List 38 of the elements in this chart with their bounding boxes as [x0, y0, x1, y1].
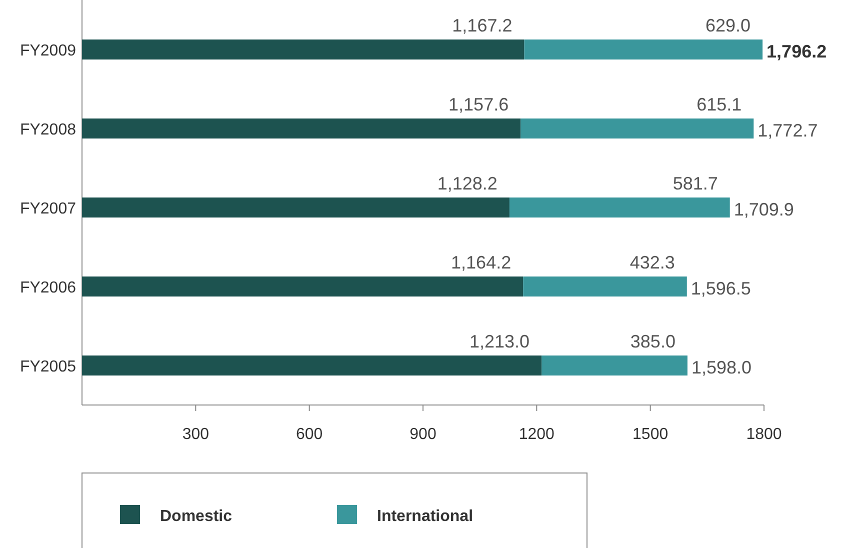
data-label: 1,167.2 [452, 16, 512, 36]
y-tick-label: FY2009 [20, 42, 76, 60]
bar [82, 40, 524, 60]
data-label: 629.0 [706, 16, 751, 36]
x-tick-label: 1200 [518, 426, 555, 443]
data-label: 1,164.2 [451, 252, 512, 272]
data-label: 385.0 [630, 332, 676, 352]
data-label: 1,213.0 [470, 332, 530, 352]
legend-label: Domestic [160, 508, 232, 525]
x-tick-label: 600 [296, 426, 323, 443]
x-tick-label: 1500 [632, 426, 668, 443]
bar [82, 276, 524, 296]
x-tick-label: 300 [182, 426, 210, 443]
y-tick-label: FY2007 [20, 200, 76, 218]
data-label: 1,157.6 [448, 94, 509, 114]
y-tick-label: FY2005 [20, 358, 76, 376]
bar [542, 356, 688, 376]
legend-label: International [377, 508, 474, 525]
bar [82, 118, 521, 138]
bar [509, 198, 730, 218]
data-label: 1,128.2 [437, 174, 498, 194]
bar [524, 40, 763, 60]
bar [82, 198, 510, 218]
total-label: 1,772.7 [758, 120, 818, 140]
data-label: 615.1 [696, 94, 742, 114]
total-label: 1,598.0 [691, 358, 752, 378]
data-label: 432.3 [630, 252, 675, 272]
total-label: 1,709.9 [734, 200, 794, 220]
bar [523, 276, 687, 296]
bar [82, 356, 542, 376]
x-tick-label: 1800 [746, 426, 782, 443]
bar [520, 118, 754, 138]
data-label: 581.7 [672, 174, 718, 194]
total-label: 1,796.2 [766, 42, 827, 62]
x-tick-label: 900 [410, 426, 436, 443]
total-label: 1,596.5 [690, 278, 751, 298]
y-tick-label: FY2006 [20, 280, 76, 296]
y-tick-label: FY2008 [20, 122, 76, 138]
